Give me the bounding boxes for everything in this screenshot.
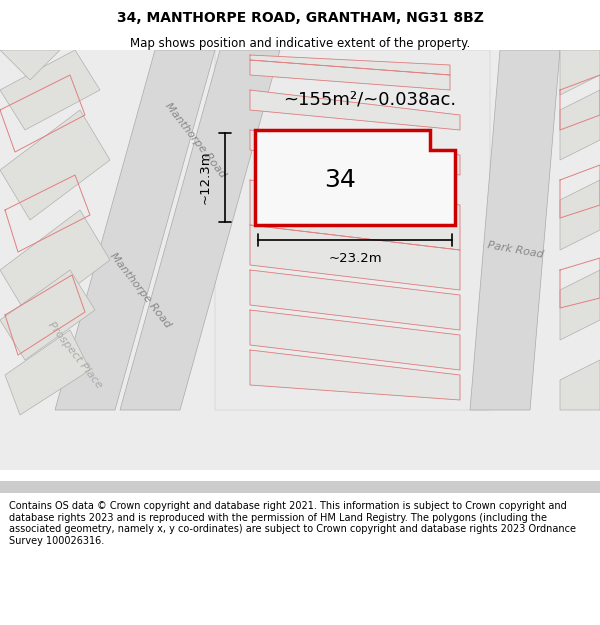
Polygon shape	[250, 90, 460, 130]
Polygon shape	[250, 350, 460, 400]
Polygon shape	[250, 55, 450, 75]
Bar	[0, 481, 600, 493]
Polygon shape	[55, 50, 215, 410]
Polygon shape	[560, 360, 600, 410]
Polygon shape	[5, 330, 90, 415]
Text: Contains OS data © Crown copyright and database right 2021. This information is : Contains OS data © Crown copyright and d…	[9, 501, 576, 546]
Text: ~23.2m: ~23.2m	[328, 251, 382, 264]
Text: 34, MANTHORPE ROAD, GRANTHAM, NG31 8BZ: 34, MANTHORPE ROAD, GRANTHAM, NG31 8BZ	[116, 11, 484, 25]
Polygon shape	[0, 50, 100, 130]
Polygon shape	[560, 50, 600, 95]
Text: Manthorpe Road: Manthorpe Road	[163, 101, 227, 179]
Polygon shape	[255, 130, 455, 225]
Polygon shape	[560, 90, 600, 160]
Text: Park Road: Park Road	[486, 240, 544, 260]
Polygon shape	[120, 50, 280, 410]
Polygon shape	[0, 210, 110, 320]
Polygon shape	[250, 180, 460, 250]
Text: Manthorpe Road: Manthorpe Road	[107, 251, 172, 329]
Polygon shape	[250, 130, 460, 175]
Text: ~155m²/~0.038ac.: ~155m²/~0.038ac.	[283, 91, 457, 109]
Polygon shape	[250, 60, 450, 90]
Polygon shape	[0, 270, 95, 360]
Polygon shape	[250, 310, 460, 370]
Polygon shape	[250, 225, 460, 290]
Text: Prospect Place: Prospect Place	[46, 320, 104, 390]
Text: ~12.3m: ~12.3m	[199, 151, 212, 204]
Polygon shape	[560, 270, 600, 340]
Polygon shape	[560, 180, 600, 250]
Text: 34: 34	[324, 168, 356, 192]
Polygon shape	[250, 270, 460, 330]
Polygon shape	[215, 50, 490, 410]
Text: Map shows position and indicative extent of the property.: Map shows position and indicative extent…	[130, 38, 470, 51]
Polygon shape	[0, 50, 60, 80]
Polygon shape	[0, 110, 110, 220]
Polygon shape	[470, 50, 560, 410]
